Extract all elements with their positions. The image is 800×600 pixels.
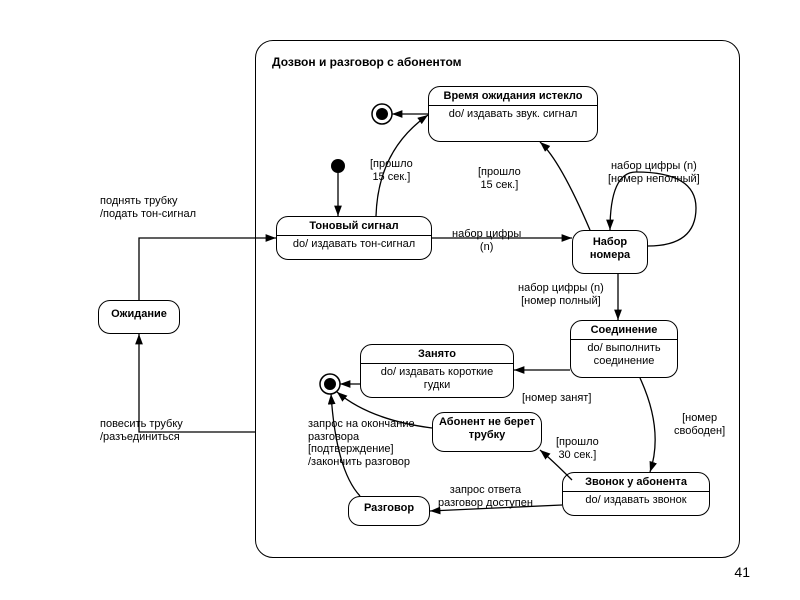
diagram-canvas: Дозвон и разговор с абонентом Ожидание Т… xyxy=(0,0,800,600)
state-talk-name: Разговор xyxy=(349,497,429,517)
state-busy-name: Занято xyxy=(361,345,513,363)
state-tone-action: do/ издавать тон-сигнал xyxy=(277,236,431,254)
state-timeout-action: do/ издавать звук. сигнал xyxy=(429,106,597,124)
label-pass15a: [прошло 15 сек.] xyxy=(370,158,413,183)
state-ringing-name: Звонок у абонента xyxy=(563,473,709,491)
label-hangup: повесить трубку /разъединиться xyxy=(100,418,183,443)
state-waiting-name: Ожидание xyxy=(99,301,179,323)
state-ringing: Звонок у абонента do/ издавать звонок xyxy=(562,472,710,516)
label-answer: запрос ответа разговор доступен xyxy=(438,484,533,509)
frame-title: Дозвон и разговор с абонентом xyxy=(272,55,462,69)
label-digit-n-incomplete: набор цифры (n) [номер неполный] xyxy=(608,160,700,185)
label-free-guard: [номер свободен] xyxy=(674,412,725,437)
state-waiting: Ожидание xyxy=(98,300,180,334)
state-connect-action: do/ выполнить соединение xyxy=(571,340,677,371)
state-connect: Соединение do/ выполнить соединение xyxy=(570,320,678,378)
state-busy: Занято do/ издавать короткие гудки xyxy=(360,344,514,398)
state-timeout-name: Время ожидания истекло xyxy=(429,87,597,105)
label-digit-n: набор цифры (n) xyxy=(452,228,521,253)
state-busy-action: do/ издавать короткие гудки xyxy=(361,364,513,395)
label-digit-n-complete: набор цифры (n) [номер полный] xyxy=(518,282,604,307)
state-tone: Тоновый сигнал do/ издавать тон-сигнал xyxy=(276,216,432,260)
state-ringing-action: do/ издавать звонок xyxy=(563,492,709,510)
state-tone-name: Тоновый сигнал xyxy=(277,217,431,235)
label-pass30: [прошло 30 сек.] xyxy=(556,436,599,461)
label-busy-guard: [номер занят] xyxy=(522,392,591,405)
state-timeout: Время ожидания истекло do/ издавать звук… xyxy=(428,86,598,142)
state-dial: Набор номера xyxy=(572,230,648,274)
state-talk: Разговор xyxy=(348,496,430,526)
page-number: 41 xyxy=(734,564,750,580)
state-connect-name: Соединение xyxy=(571,321,677,339)
state-noanswer: Абонент не берет трубку xyxy=(432,412,542,452)
label-pickup: поднять трубку /подать тон-сигнал xyxy=(100,195,196,220)
label-endcall: запрос на окончание разговора [подтвержд… xyxy=(308,418,415,469)
label-pass15b: [прошло 15 сек.] xyxy=(478,166,521,191)
state-noanswer-name: Абонент не берет трубку xyxy=(433,413,541,444)
state-dial-name: Набор номера xyxy=(573,231,647,264)
